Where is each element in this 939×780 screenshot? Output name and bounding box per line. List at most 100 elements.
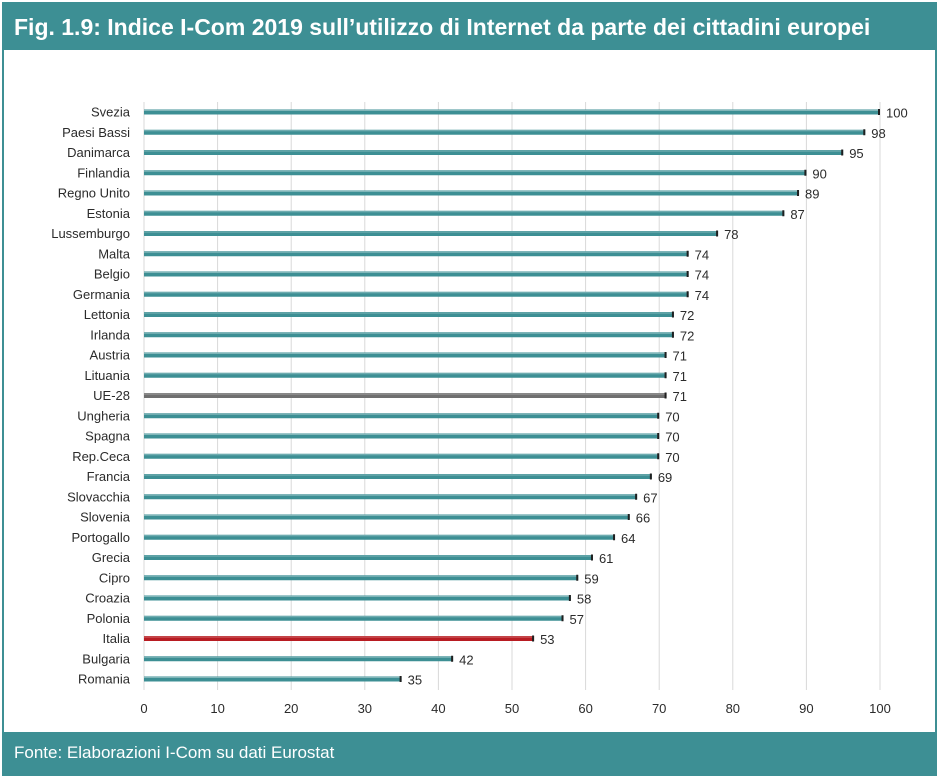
category-label: Slovacchia [67,489,131,504]
category-label: Ungheria [77,408,131,423]
bar-end-cap [657,412,660,419]
value-label: 70 [665,430,679,445]
bar-end-cap [716,230,719,237]
category-label: Svezia [91,105,131,120]
bar-ue-28 [144,393,667,398]
x-tick-label: 0 [140,701,147,716]
value-label: 53 [540,632,554,647]
x-tick-label: 80 [726,701,740,716]
category-label: Slovenia [80,510,131,525]
bar-end-cap [686,250,689,257]
bar-bulgaria [144,656,454,662]
bar-end-cap [532,635,535,642]
value-label: 59 [584,571,598,586]
bar-finlandia [144,170,807,176]
bar-end-cap [804,169,807,176]
bar-austria [144,352,667,358]
bar-end-cap [627,514,630,520]
x-tick-label: 60 [578,701,592,716]
bar-danimarca [144,150,844,155]
bar-slovenia [144,514,630,520]
value-label: 100 [886,106,908,121]
bar-end-cap [657,453,660,460]
value-label: 90 [812,166,826,181]
category-label: Regno Unito [58,186,130,201]
value-label: 74 [695,247,709,262]
bar-end-cap [399,676,402,682]
category-label: Bulgaria [82,651,130,666]
bar-end-cap [568,595,571,601]
value-label: 71 [673,349,687,364]
source-note: Fonte: Elaborazioni I-Com su dati Eurost… [4,732,935,774]
category-label: Polonia [87,611,131,626]
value-label: 70 [665,409,679,424]
category-label: Estonia [87,206,131,221]
value-label: 72 [680,328,694,343]
value-label: 87 [790,207,804,222]
bar-belgio [144,271,689,277]
bar-lussemburgo [144,231,719,236]
x-tick-label: 90 [799,701,813,716]
bars [144,109,880,682]
bar-end-cap [657,433,660,439]
bar-francia [144,474,652,479]
bar-end-cap [671,311,674,318]
x-tick-label: 20 [284,701,298,716]
category-label: Cipro [99,570,130,585]
category-label: UE-28 [93,388,130,403]
bar-end-cap [590,554,593,561]
category-label: Spagna [85,429,131,444]
x-tick-label: 100 [869,701,891,716]
bar-estonia [144,210,785,216]
category-label: Francia [87,469,131,484]
bar-end-cap [797,190,800,196]
bar-malta [144,251,689,257]
bar-end-cap [664,372,667,379]
bar-polonia [144,615,564,621]
bar-end-cap [782,210,785,217]
category-label: Lussemburgo [51,226,130,241]
value-label: 42 [459,652,473,667]
bar-end-cap [671,331,674,338]
bar-end-cap [841,149,844,156]
category-label: Austria [90,348,131,363]
category-label: Lituania [84,368,130,383]
value-label: 78 [724,227,738,242]
value-label: 89 [805,187,819,202]
bar-end-cap [863,129,866,136]
category-label: Malta [98,246,131,261]
bar-end-cap [576,574,579,581]
category-label: Portogallo [71,530,130,545]
bar-ungheria [144,413,660,419]
bar-portogallo [144,534,616,540]
category-label: Irlanda [90,327,131,342]
value-label: 35 [408,673,422,688]
figure-title: Fig. 1.9: Indice I-Com 2019 sull’utilizz… [4,4,935,50]
bar-chart: 0 10 20 30 40 50 60 70 80 90 100 Svezia 100 Paesi Bas… [51,102,908,717]
bar-end-cap [664,392,667,399]
bar-lituania [144,372,667,378]
labels: 0 10 20 30 40 50 60 70 80 90 100 Svezia 100 Paesi Bas… [51,105,907,717]
x-tick-label: 50 [505,701,519,716]
category-label: Belgio [94,267,130,282]
bar-grecia [144,555,593,560]
category-label: Danimarca [67,145,131,160]
bar-paesi-bassi [144,129,866,135]
category-label: Rep.Ceca [72,449,131,464]
bar-svezia [144,109,880,115]
value-label: 64 [621,531,635,546]
value-label: 61 [599,551,613,566]
value-label: 74 [695,268,709,283]
category-label: Paesi Bassi [62,125,130,140]
x-tick-label: 10 [210,701,224,716]
bar-end-cap [686,291,689,298]
bar-regno-unito [144,190,800,196]
value-label: 71 [673,389,687,404]
value-label: 58 [577,592,591,607]
category-label: Romania [78,672,131,687]
category-label: Finlandia [77,165,131,180]
bar-lettonia [144,312,674,317]
value-label: 57 [570,612,584,627]
bar-end-cap [878,109,880,115]
